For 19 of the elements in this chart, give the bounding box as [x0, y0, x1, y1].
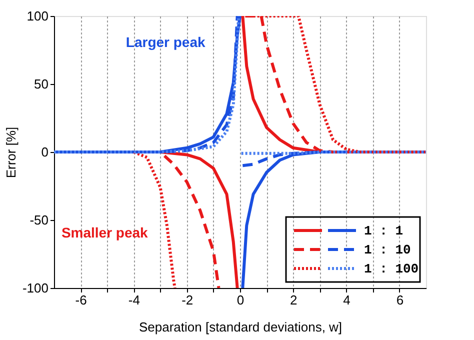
x-tick-label: -2: [182, 292, 194, 308]
legend-label: 1 : 10: [364, 242, 412, 258]
x-tick-label: 0: [236, 292, 244, 308]
x-tick-label: 4: [343, 292, 350, 308]
x-tick-label: -6: [75, 292, 87, 308]
y-tick-label: -100: [22, 280, 48, 296]
y-tick-label: 100: [26, 8, 48, 24]
x-tick-label: 6: [396, 292, 404, 308]
x-axis-title: Separation [standard deviations, w]: [138, 320, 342, 334]
y-tick-label: 0: [41, 144, 48, 160]
x-tick-label: -4: [128, 292, 140, 308]
legend-label: 1 : 1: [364, 224, 404, 238]
y-tick-label: -50: [30, 212, 48, 228]
y-tick-label: 50: [34, 76, 48, 92]
x-tick-label: 2: [290, 292, 298, 308]
y-axis-title: Error [%]: [3, 126, 18, 178]
annotation: Larger peak: [126, 34, 206, 50]
legend-label: 1 : 100: [364, 262, 419, 276]
annotation: Smaller peak: [61, 224, 148, 241]
